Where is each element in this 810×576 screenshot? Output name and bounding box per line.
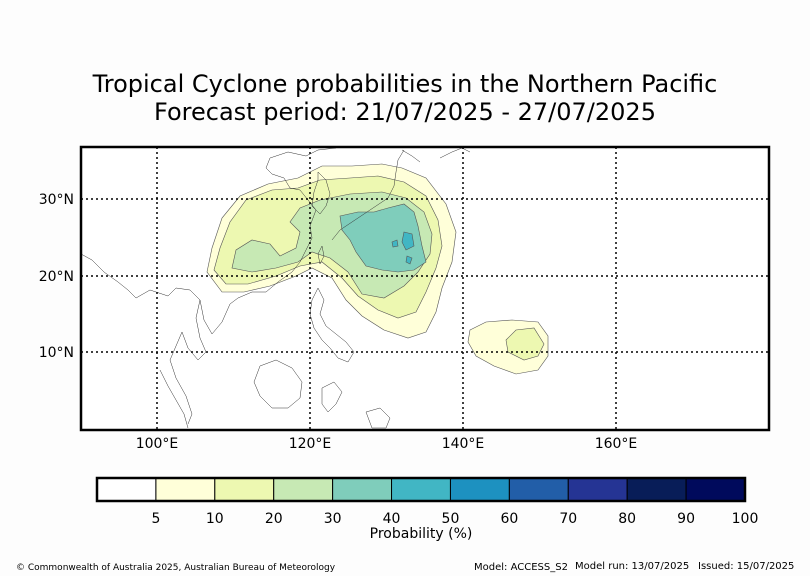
title-line-2: Forecast period: 21/07/2025 - 27/07/2025 bbox=[154, 98, 656, 126]
map-frame bbox=[79, 145, 771, 432]
coast-indochina bbox=[169, 299, 207, 425]
colorbar-tick-label: 50 bbox=[442, 511, 460, 527]
lat-label: 10°N bbox=[39, 345, 74, 361]
colorbar-swatch bbox=[391, 477, 451, 502]
colorbar-swatch bbox=[155, 477, 216, 502]
region-10pct-east bbox=[505, 327, 545, 361]
lon-label: 100°E bbox=[136, 436, 179, 452]
colorbar-swatch bbox=[214, 477, 275, 502]
colorbar-label: Probability (%) bbox=[370, 526, 473, 542]
colorbar-tick-label: 20 bbox=[265, 511, 283, 527]
coast-borneo bbox=[253, 359, 303, 409]
colorbar-ticks: 5 10 20 30 40 50 60 70 80 90 100 bbox=[151, 511, 758, 527]
region-40pct-small-2 bbox=[405, 255, 413, 265]
model-run-text: Model run: 13/07/2025 bbox=[575, 561, 690, 572]
colorbar-swatch bbox=[508, 477, 569, 502]
colorbar-swatch bbox=[567, 477, 628, 502]
coast-kamchatka bbox=[439, 147, 471, 159]
colorbar-swatch bbox=[626, 477, 687, 502]
coast-philippines bbox=[309, 287, 355, 363]
colorbar-tick-label: 30 bbox=[324, 511, 342, 527]
colorbar-tick-label: 70 bbox=[559, 511, 577, 527]
colorbar-tick-label: 60 bbox=[500, 511, 518, 527]
colorbar-swatch bbox=[685, 477, 746, 502]
coast-sulawesi bbox=[321, 381, 343, 413]
issued-text: Issued: 15/07/2025 bbox=[698, 561, 795, 572]
coast-malay bbox=[159, 369, 189, 429]
colorbar-swatch bbox=[273, 477, 334, 502]
lon-label: 120°E bbox=[289, 436, 332, 452]
coast-korea bbox=[311, 171, 331, 215]
colorbar-frame bbox=[95, 476, 747, 503]
coastlines bbox=[80, 147, 471, 429]
colorbar-tick-label: 80 bbox=[618, 511, 636, 527]
colorbar-swatch bbox=[332, 477, 393, 502]
region-40pct bbox=[401, 231, 415, 251]
colorbar-swatch bbox=[96, 477, 157, 502]
coast-asia-mainland bbox=[80, 147, 337, 335]
colorbar-swatch bbox=[449, 477, 510, 502]
colorbar-tick-label: 40 bbox=[383, 511, 401, 527]
lat-label: 30°N bbox=[39, 192, 74, 208]
region-30pct bbox=[339, 203, 427, 273]
title-line-1: Tropical Cyclone probabilities in the No… bbox=[92, 70, 718, 98]
lat-label: 20°N bbox=[39, 269, 74, 285]
colorbar-tick-label: 10 bbox=[206, 511, 224, 527]
chart-title: Tropical Cyclone probabilities in the No… bbox=[0, 70, 810, 126]
model-text: Model: ACCESS_S2 bbox=[474, 562, 568, 573]
coast-taiwan bbox=[317, 245, 325, 265]
lon-label: 160°E bbox=[595, 436, 638, 452]
coast-japan bbox=[331, 149, 421, 241]
colorbar-tick-label: 90 bbox=[677, 511, 695, 527]
region-40pct-small bbox=[391, 239, 399, 248]
coast-newguinea bbox=[365, 407, 391, 429]
lon-label: 140°E bbox=[442, 436, 485, 452]
colorbar-tick-label: 5 bbox=[151, 511, 160, 527]
colorbar bbox=[96, 477, 746, 502]
gridlines bbox=[81, 147, 769, 430]
probability-regions bbox=[206, 163, 549, 375]
copyright-text: © Commonwealth of Australia 2025, Austra… bbox=[16, 563, 336, 573]
colorbar-tick-label: 100 bbox=[732, 511, 759, 527]
